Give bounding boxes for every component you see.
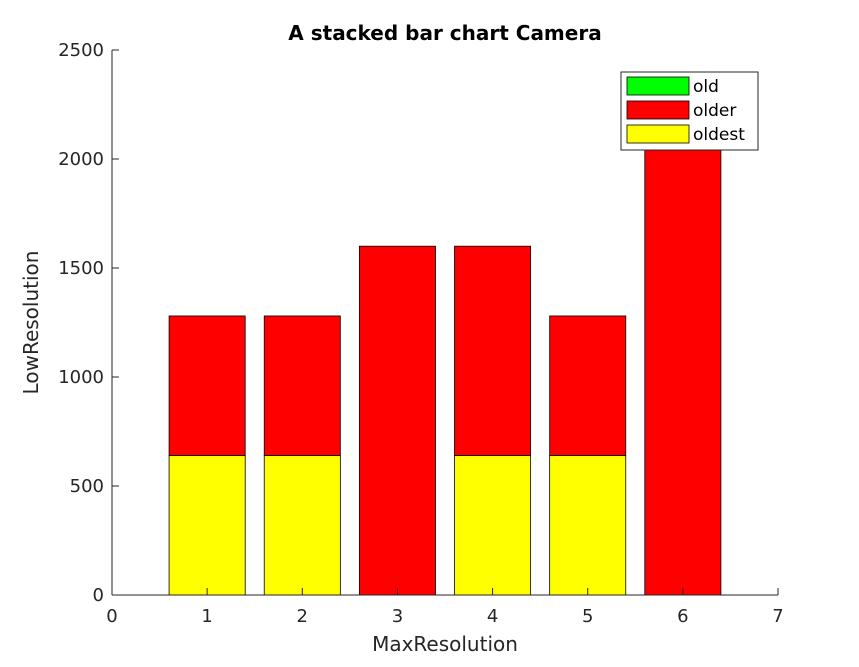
legend-label-oldest: oldest [693,125,745,145]
bar-older-3 [358,245,436,596]
x-tick-label: 1 [201,606,212,627]
axes-layer: 0 1 2 3 4 5 6 7 0 500 1000 1500 2000 2500 [58,40,784,627]
bar-older-4 [454,245,532,456]
legend-swatch-oldest [626,124,690,144]
y-tick-label: 2000 [58,149,104,170]
bar-older-5 [549,315,627,456]
x-tick-label: 0 [106,606,117,627]
bar-oldest-4 [454,455,532,596]
legend-swatch-old [626,76,690,96]
legend-swatch-older [626,100,690,120]
y-tick-label: 1000 [58,367,104,388]
x-tick-label: 6 [677,606,688,627]
x-tick-label: 7 [772,606,783,627]
y-axis-label: LowResolution [19,251,43,395]
y-tick-label: 0 [93,585,104,606]
x-tick-label: 3 [392,606,403,627]
x-tick-label: 4 [487,606,498,627]
y-tick-label: 1500 [58,258,104,279]
y-tick-label: 2500 [58,40,104,61]
bar-older-1 [168,315,246,456]
bar-older-2 [263,315,341,456]
x-axis-label: MaxResolution [372,632,518,656]
legend-label-old: old [693,77,719,97]
x-tick-label: 2 [297,606,308,627]
bar-oldest-1 [168,455,246,596]
bars-layer [168,148,722,596]
legend: old older oldest [620,71,759,151]
chart-title: A stacked bar chart Camera [288,21,601,45]
legend-label-older: older [693,101,736,121]
bar-oldest-2 [263,455,341,596]
bar-older-6 [644,148,722,596]
x-tick-label: 5 [582,606,593,627]
y-tick-label: 500 [70,476,104,497]
bar-oldest-5 [549,455,627,596]
